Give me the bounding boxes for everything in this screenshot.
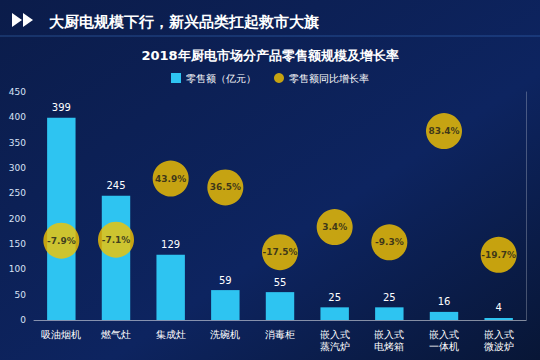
svg-text:55: 55 [274,277,287,288]
svg-text:零售额（亿元）: 零售额（亿元） [186,73,256,84]
svg-text:50: 50 [15,290,27,300]
svg-text:43.9%: 43.9% [155,174,186,184]
svg-text:200: 200 [9,214,26,224]
svg-text:400: 400 [9,112,26,122]
svg-text:蒸汽炉: 蒸汽炉 [320,341,350,352]
svg-text:嵌入式: 嵌入式 [320,329,350,340]
svg-text:-7.1%: -7.1% [102,235,131,245]
svg-text:2018年厨电市场分产品零售额规模及增长率: 2018年厨电市场分产品零售额规模及增长率 [141,48,398,63]
svg-text:微波炉: 微波炉 [484,341,514,352]
svg-text:129: 129 [161,239,180,250]
svg-text:0: 0 [20,315,26,325]
svg-text:一体机: 一体机 [429,341,459,352]
svg-text:150: 150 [9,239,26,249]
svg-text:16: 16 [438,296,451,307]
svg-text:燃气灶: 燃气灶 [101,329,131,340]
svg-text:245: 245 [106,180,125,191]
svg-text:零售额同比增长率: 零售额同比增长率 [289,73,369,84]
svg-text:25: 25 [328,292,341,303]
svg-text:4: 4 [495,302,501,313]
svg-text:450: 450 [9,87,26,97]
svg-text:350: 350 [9,138,26,148]
svg-text:399: 399 [52,102,71,113]
svg-text:洗碗机: 洗碗机 [210,329,240,340]
svg-text:嵌入式: 嵌入式 [484,329,514,340]
svg-text:电烤箱: 电烤箱 [374,341,404,352]
svg-text:-19.7%: -19.7% [481,250,516,260]
svg-text:36.5%: 36.5% [210,182,241,192]
svg-text:集成灶: 集成灶 [156,329,186,340]
svg-text:83.4%: 83.4% [428,126,459,136]
svg-text:-9.3%: -9.3% [375,237,404,247]
svg-text:100: 100 [9,264,26,274]
svg-text:3.4%: 3.4% [322,222,347,232]
svg-text:嵌入式: 嵌入式 [374,329,404,340]
svg-text:-17.5%: -17.5% [263,247,298,257]
svg-text:59: 59 [219,275,232,286]
svg-text:吸油烟机: 吸油烟机 [41,329,81,340]
svg-text:300: 300 [9,163,26,173]
svg-text:大厨电规模下行，新兴品类扛起救市大旗: 大厨电规模下行，新兴品类扛起救市大旗 [49,13,319,31]
svg-text:嵌入式: 嵌入式 [429,329,459,340]
svg-text:250: 250 [9,188,26,198]
svg-text:消毒柜: 消毒柜 [265,329,295,340]
svg-text:25: 25 [383,292,396,303]
svg-text:-7.9%: -7.9% [47,236,76,246]
